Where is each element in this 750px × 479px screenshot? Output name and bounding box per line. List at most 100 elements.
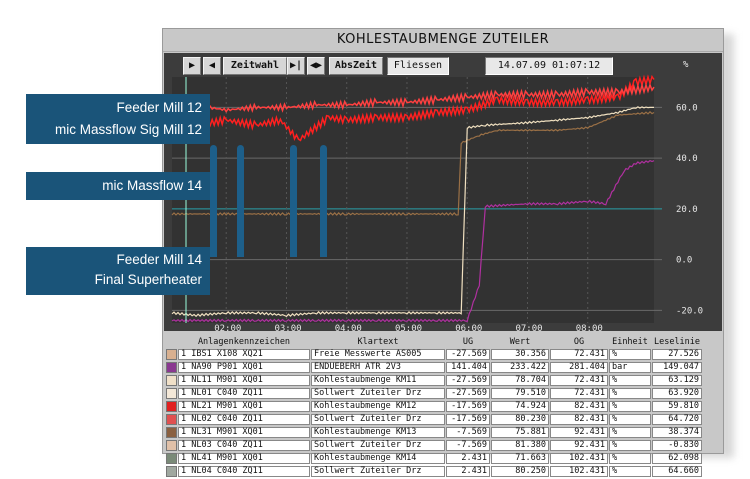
klartext-cell: Kohlestaubmenge KM12 [311,401,445,412]
code-cell: 1 NL21 M901 XQ01 [178,401,310,412]
code-cell: 1 NL11 M901 XQ01 [178,375,310,386]
table-row[interactable]: 1 NA90 P901 XQ01 ENDUEBERH ATR 2V3 141.404… [166,362,702,373]
anlagen-code: NL21 M901 XQ01 [191,401,263,411]
callout-connector [320,145,327,257]
row-number: 1 [181,401,187,411]
code-cell: 1 NL04 C040 ZQ11 [178,466,310,477]
leselinie-cell: 64.660 [652,466,702,477]
first-button[interactable]: ▶ [183,57,201,75]
table-row[interactable]: 1 NL41 M901 XQ01 Kohlestaubmenge KM14 2.43… [166,453,702,464]
ug-cell: -7.569 [446,427,490,438]
abszeit-button[interactable]: AbsZeit [329,57,383,75]
zeitwahl-button[interactable]: Zeitwahl [223,57,287,75]
leselinie-cell: 63.129 [652,375,702,386]
wert-cell: 233.422 [491,362,549,373]
og-cell: 72.431 [550,349,608,360]
callout-mic-massflow-14: mic Massflow 14 [26,172,210,200]
color-swatch [166,440,177,451]
unit-cell: % [609,466,651,477]
callout-feeder-mill-14: Feeder Mill 14 Final Superheater [26,247,210,295]
table-row[interactable]: 1 NL04 C040 ZQ11 Sollwert Zuteiler Drz 2.4… [166,466,702,477]
color-swatch [166,375,177,386]
col-klartext: Klartext [311,337,445,347]
next-button[interactable]: ▶| [287,57,305,75]
unit-label: % [683,60,689,70]
row-number: 1 [181,349,187,359]
ug-cell: -7.569 [446,440,490,451]
table-row[interactable]: 1 NL01 C040 ZQ11 Sollwert Zuteiler Drz -27… [166,388,702,399]
klartext-cell: Sollwert Zuteiler Drz [311,414,445,425]
ug-cell: 141.404 [446,362,490,373]
row-number: 1 [181,388,187,398]
wert-cell: 78.704 [491,375,549,386]
og-cell: 92.431 [550,440,608,451]
unit-cell: % [609,388,651,399]
col-ug: UG [446,337,490,347]
anlagen-code: NL02 C040 ZQ11 [191,414,263,424]
datetime-field[interactable]: 14.07.09 01:07:12 [485,57,613,75]
anlagen-code: NL04 C040 ZQ11 [191,466,263,476]
callout-line: Feeder Mill 12 [116,100,202,115]
window-title: KOHLESTAUBMENGE ZUTEILER [163,29,723,52]
y-tick-label: 40.0 [676,154,698,164]
anlagen-code: NL01 C040 ZQ11 [191,388,263,398]
og-cell: 102.431 [550,453,608,464]
trend-chart[interactable]: 60.0 40.0 20.0 0.0 -20.0 02:00 03:00 04:00 05:00… [164,53,722,331]
leselinie-cell: -0.830 [652,440,702,451]
wert-cell: 79.510 [491,388,549,399]
leselinie-cell: 64.720 [652,414,702,425]
table-row[interactable]: 1 NL02 C040 ZQ11 Sollwert Zuteiler Drz -17… [166,414,702,425]
leselinie-cell: 38.374 [652,427,702,438]
callout-feeder-mill-12: Feeder Mill 12 mic Massflow Sig Mill 12 [26,94,210,144]
series-line [171,106,654,318]
row-number: 1 [181,453,187,463]
series-line [171,74,655,142]
color-swatch [166,453,177,464]
row-number: 1 [181,362,187,372]
leselinie-cell: 63.920 [652,388,702,399]
unit-cell: % [609,401,651,412]
wert-cell: 81.380 [491,440,549,451]
klartext-cell: Freie Messwerte AS005 [311,349,445,360]
table-row[interactable]: 1 NL11 M901 XQ01 Kohlestaubmenge KM11 -27.… [166,375,702,386]
code-cell: 1 NL31 M901 XQ01 [178,427,310,438]
anlagen-code: IBS1 X108 XQ21 [191,349,263,359]
row-number: 1 [181,466,187,476]
anlagen-code: NL31 M901 XQ01 [191,427,263,437]
table-row[interactable]: 1 IBS1 X108 XQ21 Freie Messwerte AS005 -27… [166,349,702,360]
callout-line: Final Superheater [94,272,202,287]
prev-button[interactable]: ◀ [203,57,221,75]
table-row[interactable]: 1 NL31 M901 XQ01 Kohlestaubmenge KM13 -7.5… [166,427,702,438]
klartext-cell: Kohlestaubmenge KM14 [311,453,445,464]
og-cell: 281.404 [550,362,608,373]
zoom-button[interactable]: ◀▶ [307,57,325,75]
og-cell: 72.431 [550,375,608,386]
leselinie-cell: 27.526 [652,349,702,360]
og-cell: 72.431 [550,388,608,399]
color-swatch [166,362,177,373]
x-tick-label: 04:00 [335,324,362,331]
table-row[interactable]: 1 NL21 M901 XQ01 Kohlestaubmenge KM12 -17.… [166,401,702,412]
callout-line: mic Massflow 14 [102,178,202,193]
anlagen-code: NL41 M901 XQ01 [191,453,263,463]
color-swatch [166,401,177,412]
trend-plot[interactable]: 60.0 40.0 20.0 0.0 -20.0 02:00 03:00 04:00 05:00… [164,53,722,331]
og-cell: 92.431 [550,427,608,438]
x-tick-label: 03:00 [274,324,301,331]
table-row[interactable]: 1 NL03 C040 ZQ11 Sollwert Zuteiler Drz -7.… [166,440,702,451]
leselinie-cell: 62.098 [652,453,702,464]
col-wert: Wert [491,337,549,347]
unit-cell: % [609,375,651,386]
col-anlagen: Anlagenkennzeichen [178,337,310,347]
unit-cell: % [609,440,651,451]
x-tick-label: 08:00 [576,324,603,331]
ug-cell: -27.569 [446,375,490,386]
wert-cell: 30.356 [491,349,549,360]
col-einheit: Einheit [609,337,651,347]
ug-cell: 2.431 [446,453,490,464]
fliessen-field[interactable]: Fliessen [387,57,449,75]
ug-cell: -17.569 [446,414,490,425]
signal-table: Anlagenkennzeichen Klartext UG Wert OG E… [165,335,703,479]
series-line [171,82,655,118]
og-cell: 102.431 [550,466,608,477]
